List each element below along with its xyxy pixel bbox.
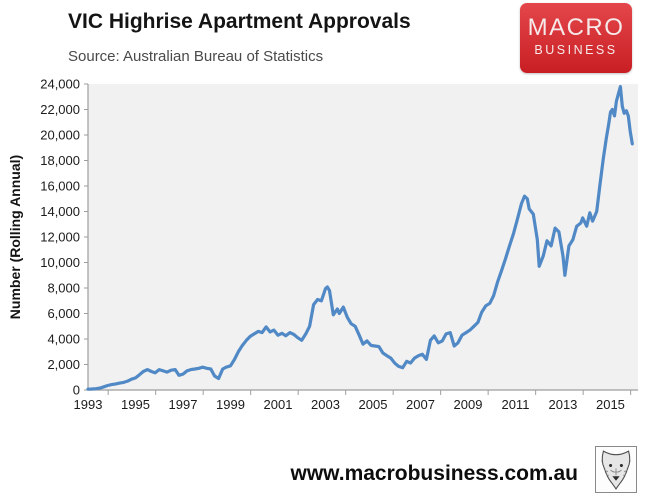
wolf-head-icon [601,449,631,490]
y-tick-label: 8,000 [47,281,80,296]
y-tick-label: 4,000 [47,332,80,347]
x-tick-label: 2001 [264,397,293,412]
x-tick-label: 2003 [311,397,340,412]
x-tick-label: 2015 [596,397,625,412]
y-tick-label: 6,000 [47,306,80,321]
y-tick-label: 18,000 [40,153,80,168]
y-tick-label: 12,000 [40,230,80,245]
y-tick-label: 14,000 [40,204,80,219]
x-tick-label: 1995 [121,397,150,412]
logo-text-business: BUSINESS [534,43,618,57]
y-tick-label: 16,000 [40,179,80,194]
y-tick-label: 24,000 [40,77,80,92]
y-tick-label: 0 [73,383,80,398]
x-tick-label: 2007 [406,397,435,412]
x-tick-label: 1997 [169,397,198,412]
approvals-line-chart: 0 2,000 4,000 6,000 8,000 10,000 12,000 14,000 1… [40,77,638,412]
y-tick-label: 2,000 [47,357,80,372]
x-tick-label: 1999 [216,397,245,412]
x-tick-label: 2011 [501,397,529,412]
x-tick-label: 1993 [74,397,103,412]
approvals-line-series [86,85,634,391]
x-tick-label: 2009 [454,397,483,412]
macrobusiness-logo: MACRO BUSINESS [520,3,632,73]
wolf-logo [595,446,637,493]
x-tick-label: 2005 [359,397,388,412]
y-tick-label: 22,000 [40,102,80,117]
y-tick-label: 20,000 [40,128,80,143]
chart-source: Source: Australian Bureau of Statistics [68,48,324,65]
chart-title: VIC Highrise Apartment Approvals [68,10,411,33]
x-tick-label: 2013 [548,397,577,412]
plot-background [88,84,638,390]
y-tick-label: 10,000 [40,255,80,270]
plot-area-container: 0 2,000 4,000 6,000 8,000 10,000 12,000 14,000 1… [0,75,649,420]
website-url: www.macrobusiness.com.au [290,462,578,485]
logo-text-macro: MACRO [527,14,625,41]
